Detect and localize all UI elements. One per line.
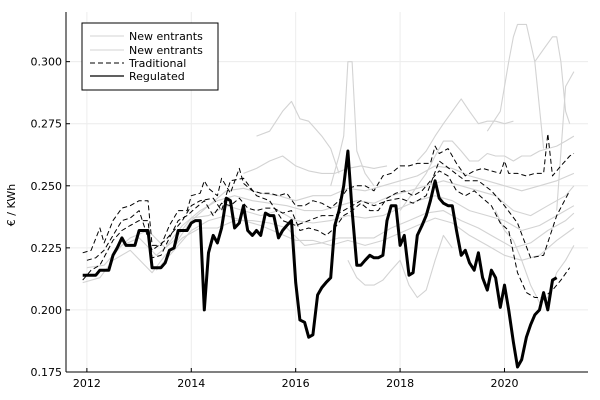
x-tick-label-4: 2020 [490, 377, 518, 390]
new-entrants-series-10 [534, 36, 571, 124]
new-entrants-series-11 [556, 71, 575, 211]
x-tick-label-2: 2016 [282, 377, 310, 390]
new-entrants-series-3 [112, 180, 575, 254]
y-tick-label-0: 0.175 [31, 366, 63, 379]
new-entrants-series-5 [173, 165, 575, 246]
x-tick-label-1: 2014 [177, 377, 205, 390]
y-axis-title: € / KWh [5, 184, 18, 226]
new-entrants-lines [82, 23, 575, 304]
y-tick-label-1: 0.200 [31, 304, 63, 317]
new-entrants-series-14 [243, 155, 388, 174]
new-entrants-series-13 [495, 210, 575, 304]
x-tick-label-0: 2012 [73, 377, 101, 390]
x-ticks: 2012 2014 2016 2018 2020 [73, 368, 518, 390]
y-tick-label-4: 0.275 [31, 118, 63, 131]
new-entrants-series-12 [347, 234, 453, 299]
new-entrants-series-6 [256, 100, 340, 174]
axes [65, 12, 588, 373]
legend-label-new-entrants-1: New entrants [129, 30, 203, 43]
new-entrants-series-1 [82, 210, 575, 284]
new-entrants-series-4 [155, 215, 575, 271]
traditional-series-3 [86, 160, 571, 261]
legend-label-traditional: Traditional [128, 57, 186, 70]
traditional-lines [82, 133, 575, 298]
y-tick-label-5: 0.300 [31, 56, 63, 69]
regulated-series-1 [82, 149, 558, 369]
x-tick-label-3: 2018 [386, 377, 414, 390]
new-entrants-series-8 [416, 98, 514, 162]
legend-label-new-entrants-2: New entrants [129, 44, 203, 57]
y-tick-label-3: 0.250 [31, 180, 63, 193]
y-ticks: 0.175 0.200 0.225 0.250 0.275 0.300 [31, 56, 70, 379]
new-entrants-series-2 [86, 195, 575, 269]
new-entrants-series-9 [486, 23, 545, 149]
new-entrants-series-15 [399, 135, 575, 211]
traditional-series-1 [82, 133, 575, 254]
legend: New entrants New entrants Traditional Re… [81, 22, 219, 91]
traditional-series-2 [82, 170, 571, 298]
regulated-line [82, 149, 558, 369]
new-entrants-series-7 [330, 61, 375, 187]
y-tick-label-2: 0.225 [31, 242, 63, 255]
legend-label-regulated: Regulated [129, 70, 185, 83]
legend-box [81, 22, 219, 91]
